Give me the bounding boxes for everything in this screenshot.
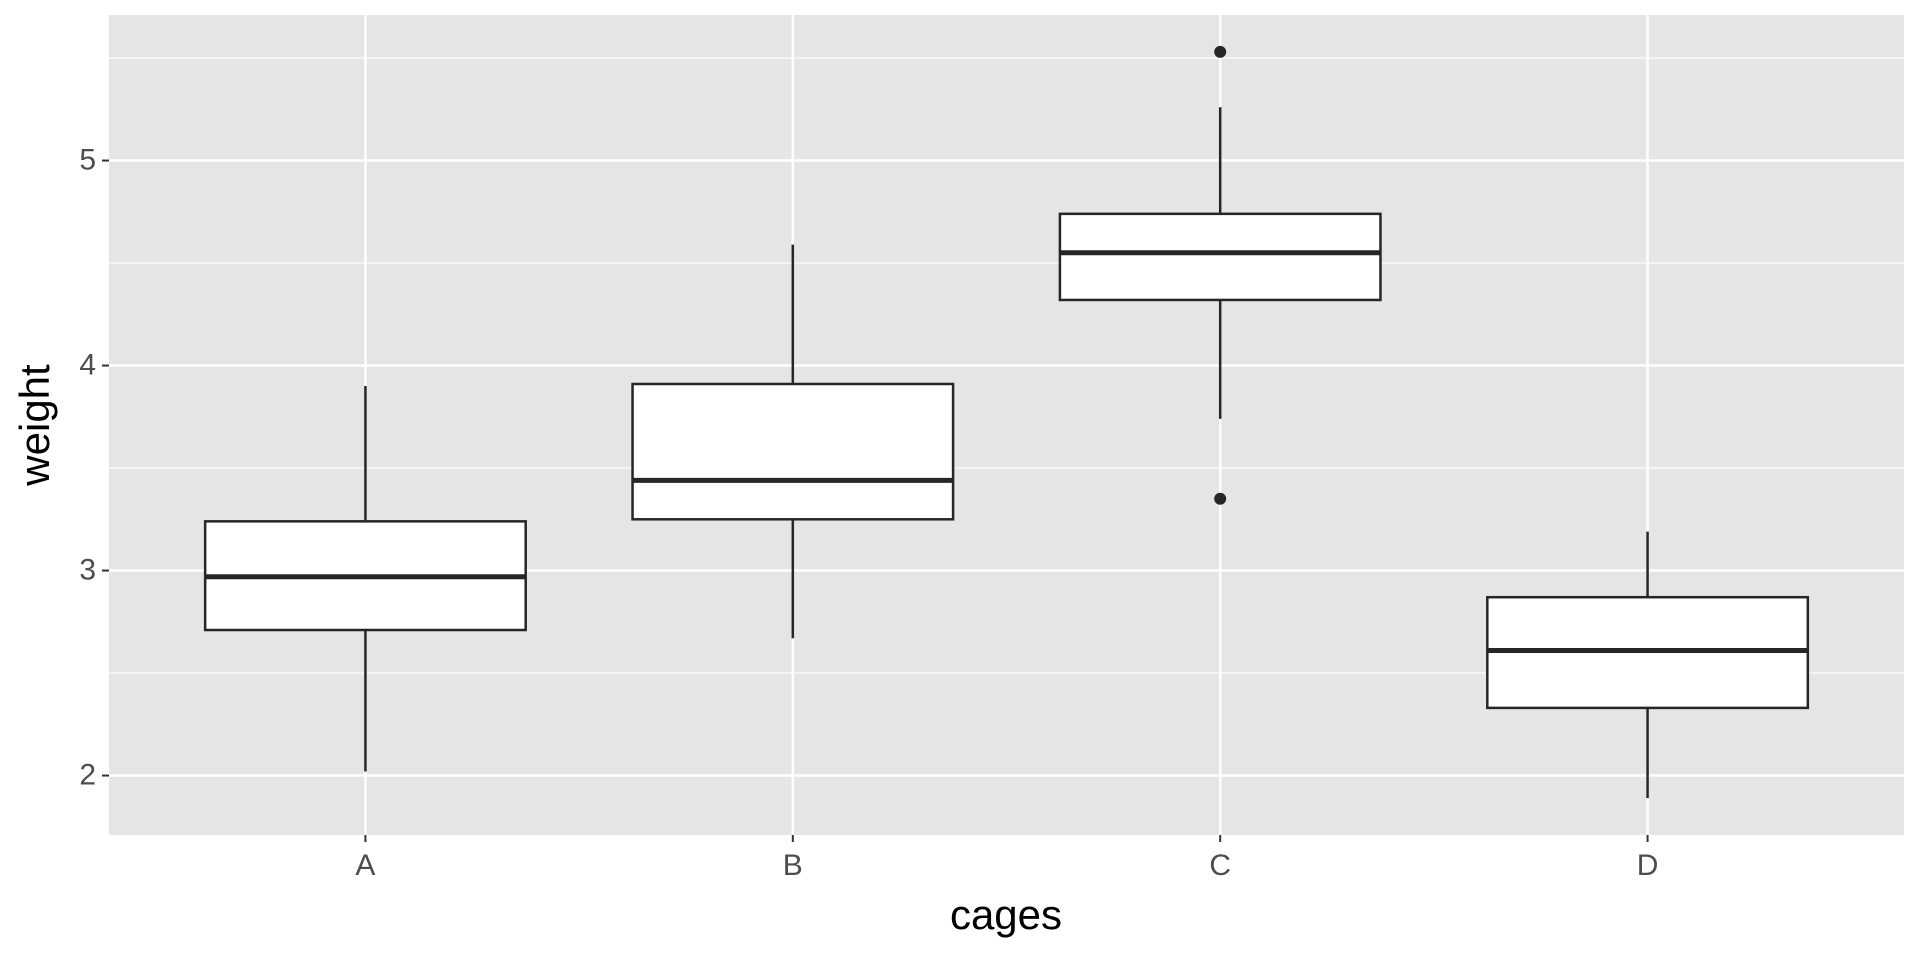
y-tick-label: 3	[79, 553, 96, 586]
y-tick-label: 4	[79, 348, 96, 381]
y-tick-label: 5	[79, 143, 96, 176]
y-tick-label: 2	[79, 758, 96, 791]
y-axis-title: weight	[11, 364, 58, 487]
box	[1058, 212, 1382, 302]
x-tick-label: C	[1209, 849, 1231, 882]
x-tick-label: B	[783, 849, 803, 882]
box	[631, 382, 955, 521]
outlier	[1214, 45, 1227, 58]
outlier	[1214, 492, 1227, 505]
x-axis-title: cages	[950, 891, 1062, 938]
plot-panel	[109, 15, 1904, 835]
x-tick-label: A	[355, 849, 375, 882]
x-tick-label: D	[1637, 849, 1659, 882]
